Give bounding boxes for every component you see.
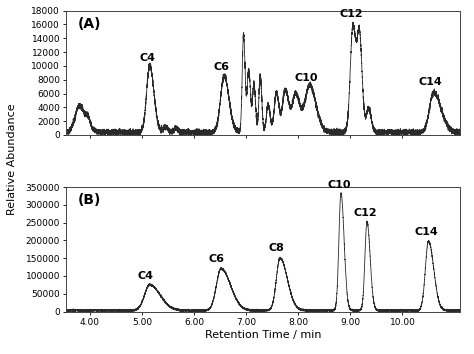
Text: C10: C10 — [328, 179, 351, 190]
Text: Relative Abundance: Relative Abundance — [7, 103, 17, 215]
Text: C6: C6 — [214, 62, 230, 72]
Text: C14: C14 — [414, 227, 438, 237]
Text: (A): (A) — [78, 17, 101, 31]
Text: C8: C8 — [269, 244, 285, 253]
Text: C14: C14 — [419, 77, 442, 87]
Text: C12: C12 — [339, 9, 363, 19]
X-axis label: Retention Time / min: Retention Time / min — [205, 330, 321, 339]
Text: C10: C10 — [295, 73, 318, 83]
Text: C4: C4 — [139, 52, 155, 63]
Text: C6: C6 — [209, 255, 225, 264]
Text: C4: C4 — [137, 271, 153, 281]
Text: C12: C12 — [354, 209, 377, 218]
Text: (B): (B) — [78, 193, 101, 207]
